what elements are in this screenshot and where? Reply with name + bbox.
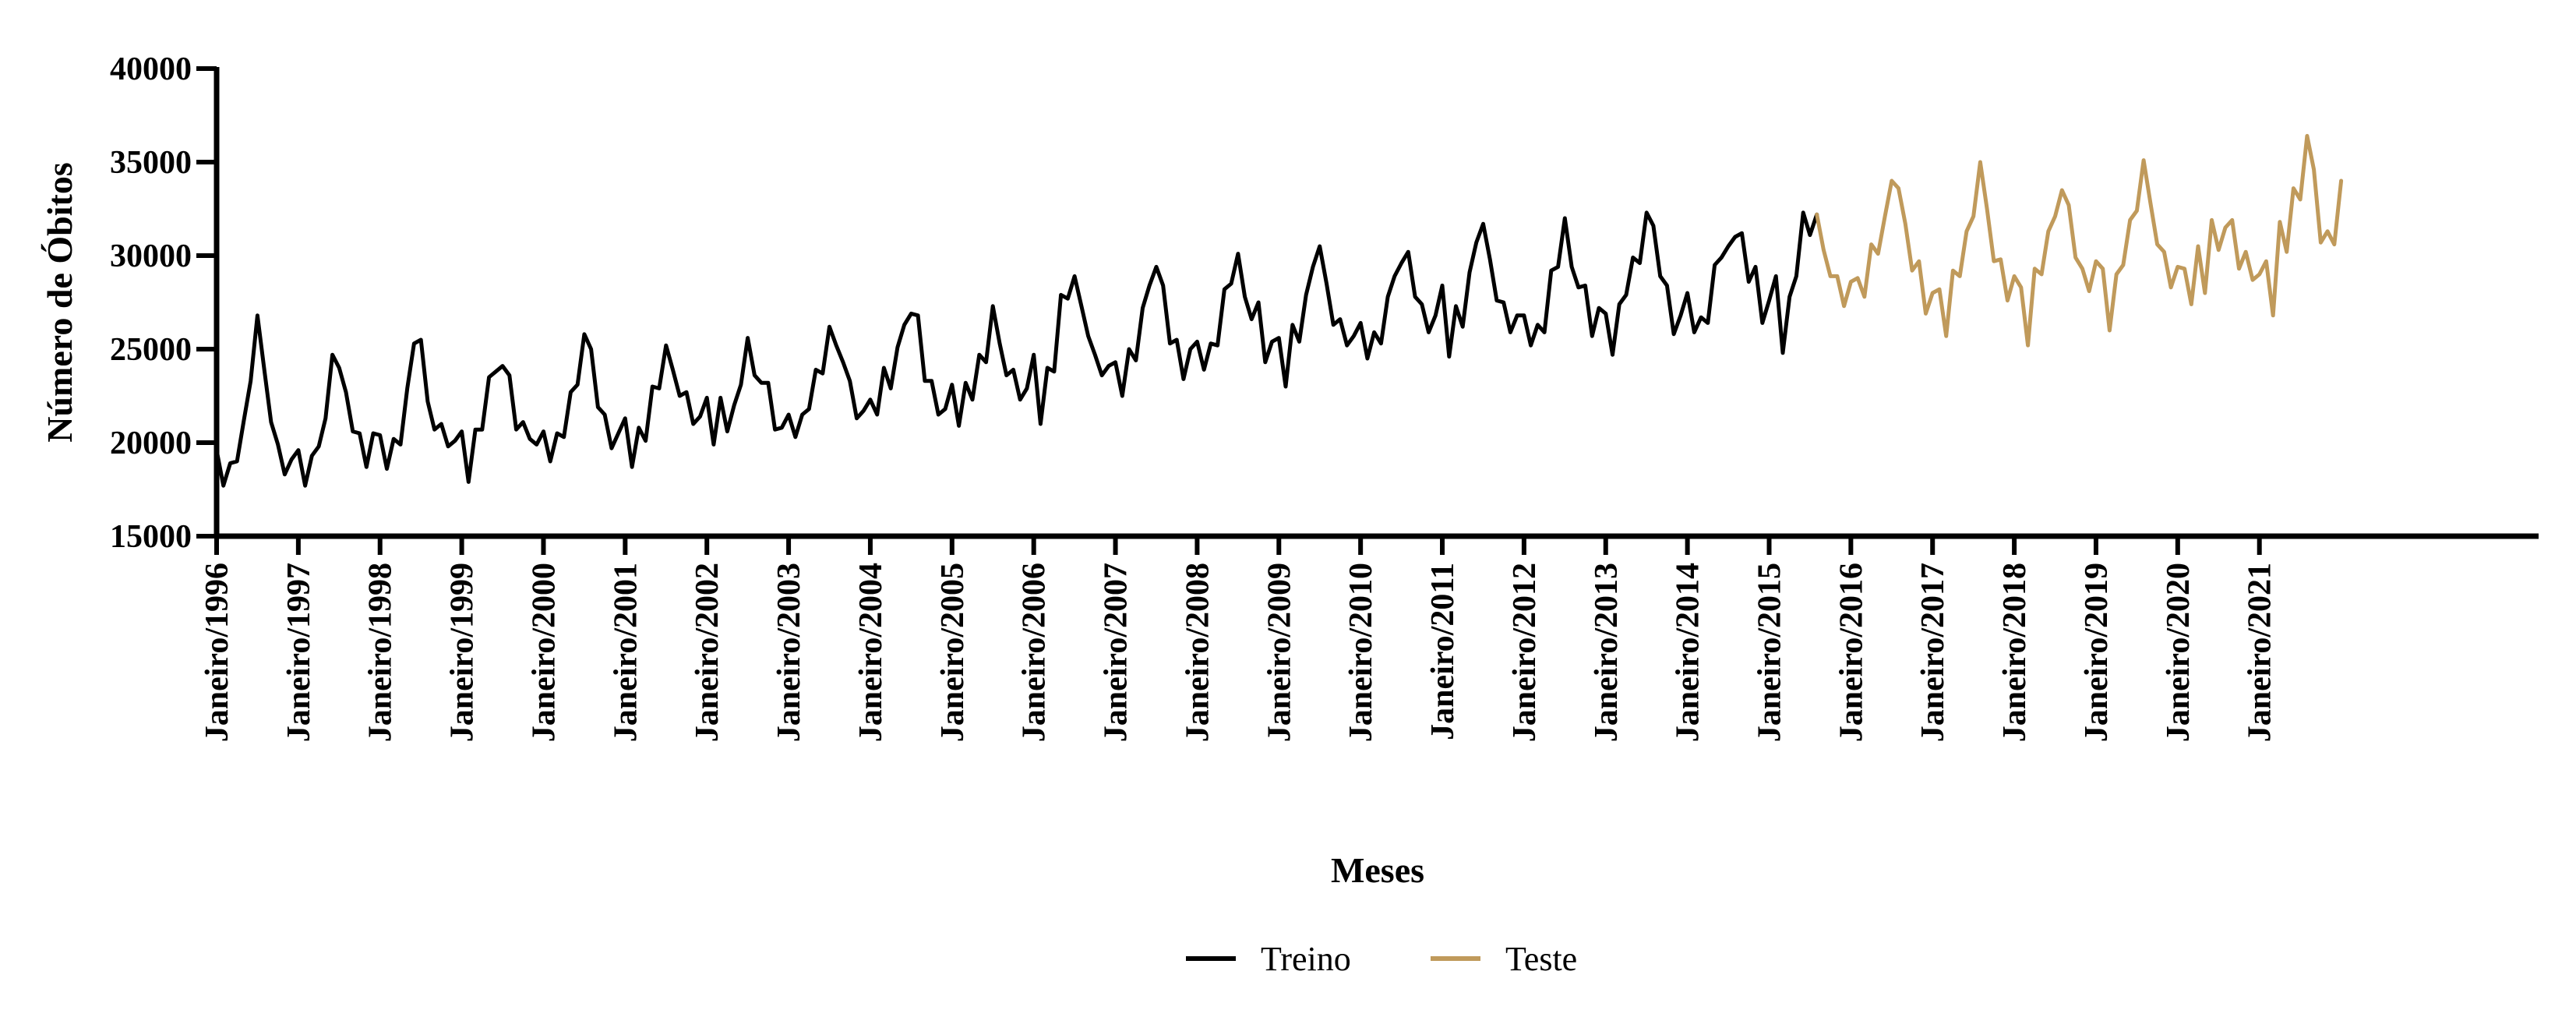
x-tick-label: Janeiro/2016 — [1833, 563, 1869, 742]
x-tick-label: Janeiro/2017 — [1915, 563, 1951, 742]
x-tick-label: Janeiro/1997 — [281, 563, 317, 742]
y-tick-label: 30000 — [110, 238, 192, 274]
x-tick-label: Janeiro/2010 — [1343, 563, 1379, 742]
x-tick-label: Janeiro/2018 — [1997, 563, 2033, 742]
x-tick-label: Janeiro/2015 — [1752, 563, 1787, 742]
series-lines — [214, 133, 2344, 488]
y-axis-ticks: 15000 20000 25000 30000 35000 40000 — [110, 51, 217, 555]
x-tick-label: Janeiro/1996 — [199, 563, 235, 742]
x-tick-label: Janeiro/2004 — [853, 563, 889, 742]
series-line-teste — [1815, 133, 2344, 348]
x-tick-label: Janeiro/2013 — [1589, 563, 1625, 742]
x-tick-label: Janeiro/2006 — [1017, 563, 1053, 742]
y-axis-title: Número de Óbitos — [40, 162, 79, 443]
y-tick-label: 20000 — [110, 426, 192, 461]
x-tick-label: Janeiro/2021 — [2243, 563, 2278, 742]
x-tick-label: Janeiro/2009 — [1262, 563, 1297, 742]
x-tick-label: Janeiro/2002 — [690, 563, 725, 742]
x-axis-title: Meses — [1331, 850, 1424, 890]
x-tick-label: Janeiro/2011 — [1425, 563, 1461, 740]
series-line-treino — [214, 210, 1819, 488]
x-tick-label: Janeiro/2001 — [608, 563, 644, 742]
x-tick-label: Janeiro/1998 — [363, 563, 399, 742]
x-axis-ticks: Janeiro/1996 Janeiro/1997 Janeiro/1998 Jane… — [199, 536, 2278, 742]
x-tick-label: Janeiro/2020 — [2161, 563, 2197, 742]
x-tick-label: Janeiro/2005 — [935, 563, 971, 742]
y-tick-label: 35000 — [110, 145, 192, 181]
legend-label-treino: Treino — [1261, 940, 1351, 978]
x-tick-label: Janeiro/1999 — [445, 563, 481, 742]
x-tick-label: Janeiro/2019 — [2079, 563, 2115, 742]
x-tick-label: Janeiro/2014 — [1671, 563, 1706, 742]
legend-label-teste: Teste — [1505, 940, 1577, 978]
x-tick-label: Janeiro/2012 — [1507, 563, 1543, 742]
x-tick-label: Janeiro/2003 — [771, 563, 807, 742]
y-tick-label: 40000 — [110, 51, 192, 87]
legend: Treino Teste — [1186, 940, 1577, 978]
y-tick-label: 15000 — [110, 519, 192, 555]
x-tick-label: Janeiro/2008 — [1180, 563, 1216, 742]
x-tick-label: Janeiro/2000 — [526, 563, 562, 742]
y-tick-label: 25000 — [110, 332, 192, 368]
x-tick-label: Janeiro/2007 — [1099, 563, 1134, 742]
